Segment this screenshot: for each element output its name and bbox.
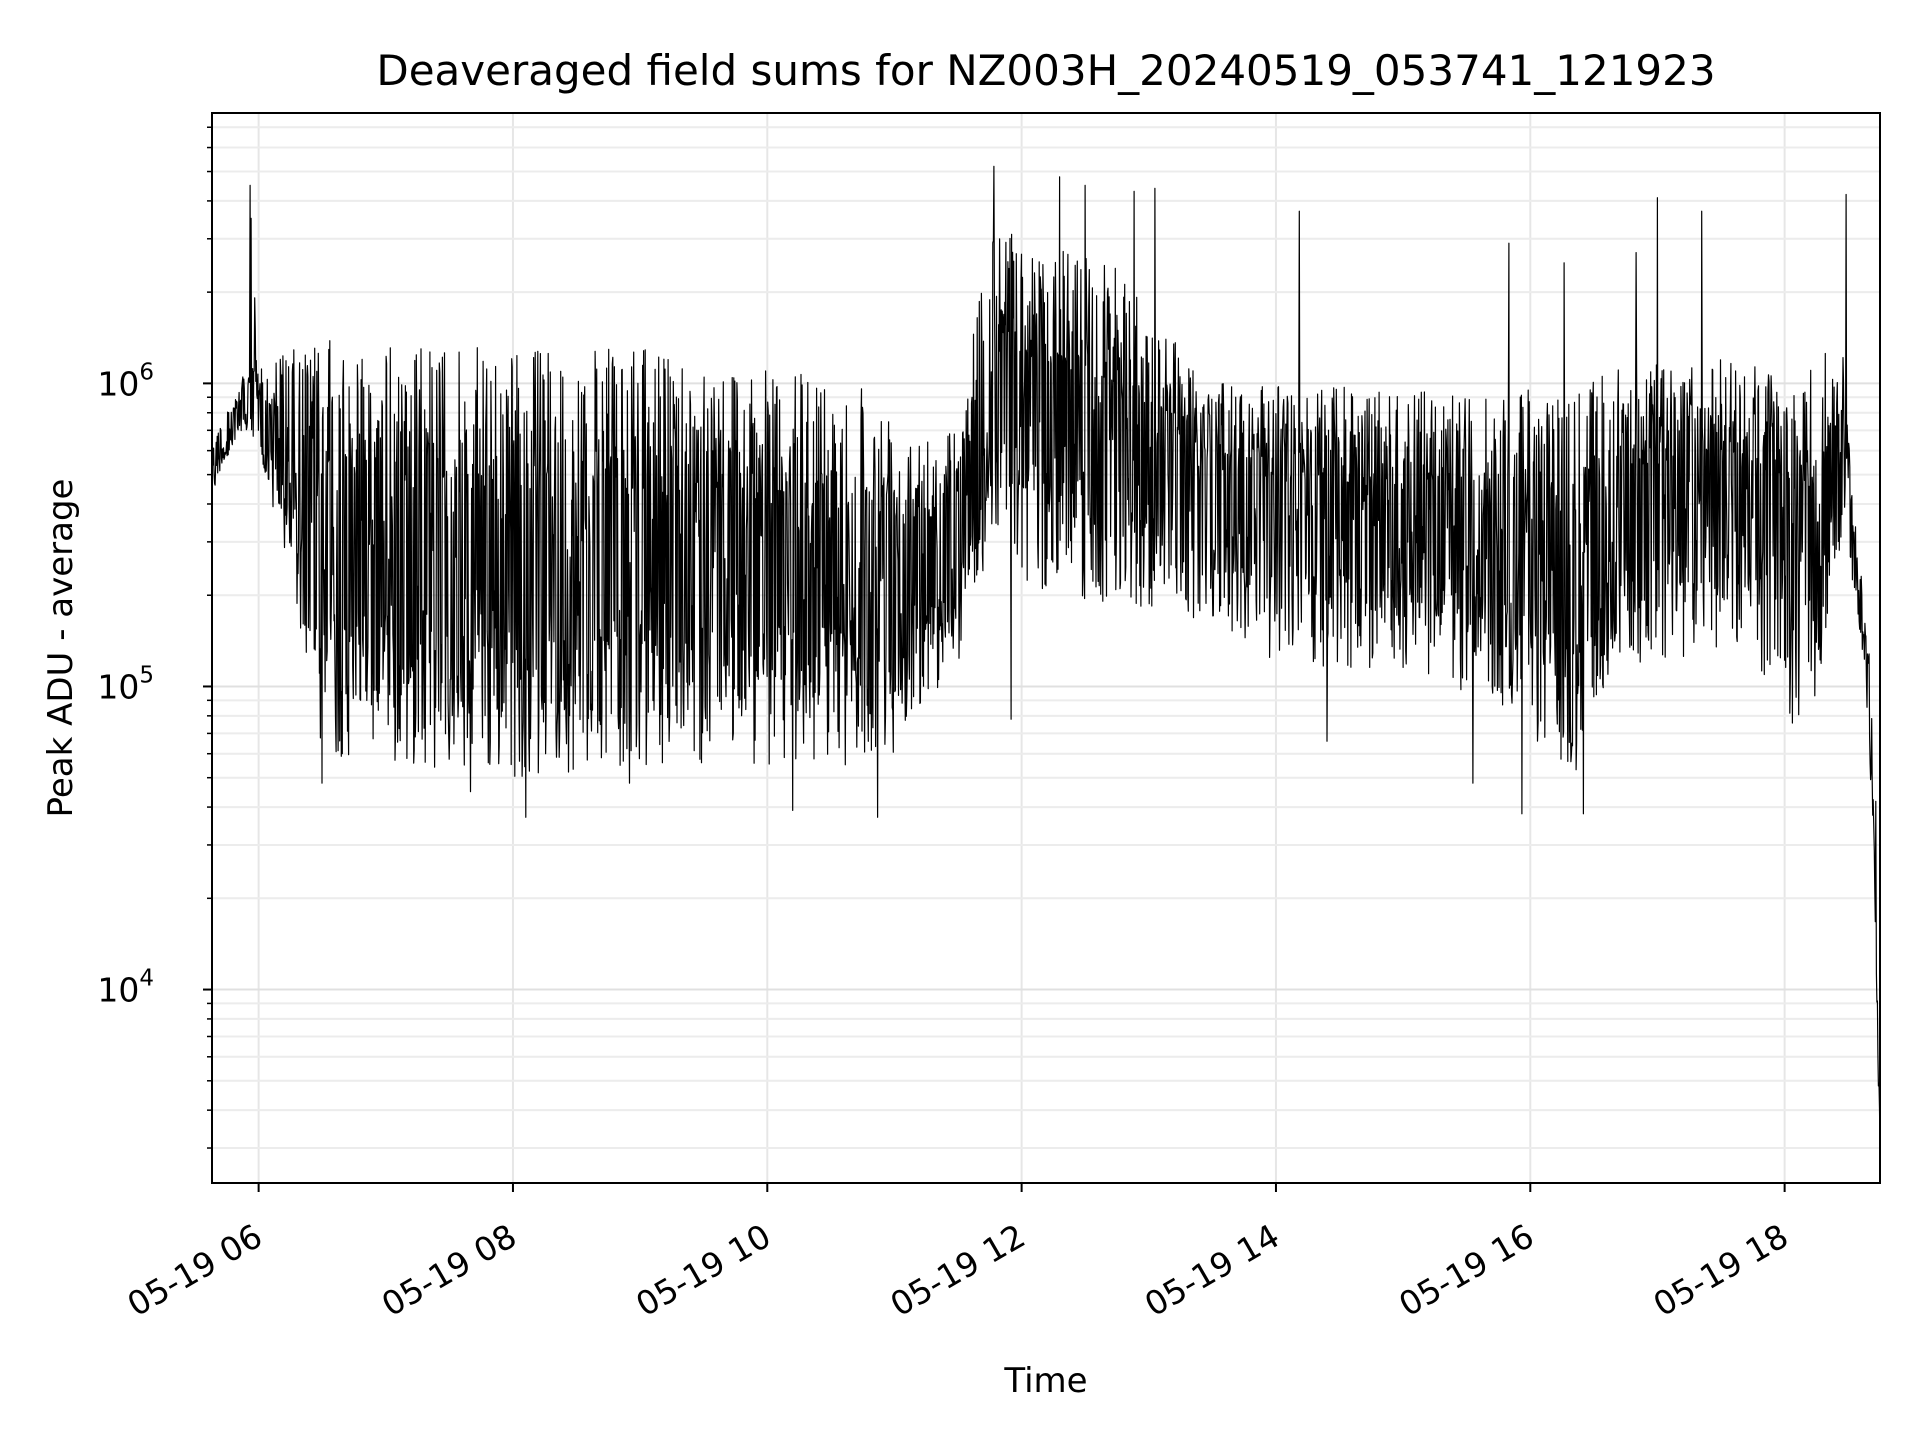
chart-title: Deaveraged field sums for NZ003H_2024051… [376, 46, 1715, 95]
y-tick-label: 106 [97, 359, 154, 403]
series-line [212, 165, 1880, 1149]
y-tick-label: 104 [97, 966, 154, 1010]
grid [212, 113, 1880, 1183]
series-path [212, 165, 1880, 1149]
y-tick-base: 10 [97, 364, 139, 403]
y-tick-base: 10 [97, 971, 139, 1010]
y-tick-base: 10 [97, 667, 139, 706]
y-tick-exponent: 4 [139, 966, 154, 992]
x-axis-label: Time [1003, 1361, 1087, 1401]
plot-frame [211, 112, 1881, 1184]
y-axis-label: Peak ADU - average [41, 479, 81, 818]
y-tick-exponent: 6 [139, 359, 154, 385]
y-tick-label: 105 [97, 662, 154, 706]
y-tick-exponent: 5 [139, 662, 154, 688]
